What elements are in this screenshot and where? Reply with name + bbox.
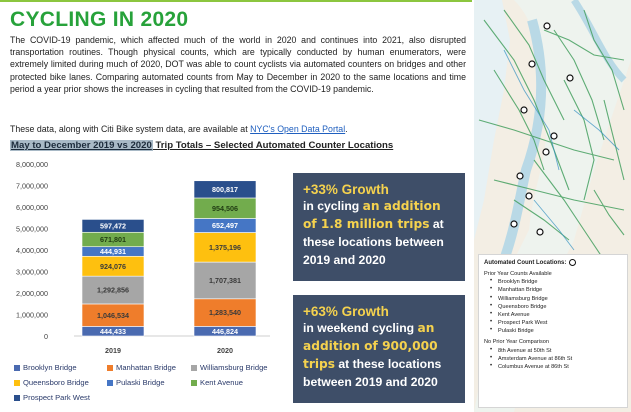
chart-heading-period: May to December 2019 vs 2020 xyxy=(10,140,153,151)
legend-item: Kent Avenue xyxy=(191,378,243,387)
map-legend-title-row: Automated Count Locations: xyxy=(484,259,622,266)
list-item: 8th Avenue at 50th St xyxy=(490,347,622,354)
stacked-bar-chart: 0 1,000,000 2,000,000 3,000,000 4,000,000 5,0… xyxy=(16,160,270,355)
data-label: 954,506 xyxy=(212,204,238,213)
map-legend: Automated Count Locations: Prior Year Co… xyxy=(478,254,628,408)
list-item: Manhattan Bridge xyxy=(490,286,622,293)
data-availability-note: These data, along with Citi Bike system … xyxy=(10,124,348,134)
open-data-portal-link[interactable]: NYC's Open Data Portal xyxy=(250,124,346,134)
legend-label: Manhattan Bridge xyxy=(116,363,176,372)
data-label: 444,433 xyxy=(100,327,126,336)
legend-swatch xyxy=(191,379,197,386)
data-label: 444,931 xyxy=(100,247,126,256)
intro-paragraph: The COVID-19 pandemic, which affected mu… xyxy=(10,35,466,94)
legend-label: Kent Avenue xyxy=(200,378,243,387)
callout-text-post: at these locations between 2019 and 2020 xyxy=(303,217,444,267)
y-tick-label: 0 xyxy=(44,332,48,341)
callout-highlight: an addition of 900,000 trips xyxy=(303,321,438,371)
callout-highlight: an addition of 1.8 million trips xyxy=(303,199,441,231)
data-label: 1,707,381 xyxy=(209,276,241,285)
legend-label: Brooklyn Bridge xyxy=(23,363,77,372)
data-label: 1,375,196 xyxy=(209,243,241,252)
map-legend-title: Automated Count Locations: xyxy=(484,259,567,266)
list-item: Columbus Avenue at 86th St xyxy=(490,363,622,370)
legend-item: Brooklyn Bridge xyxy=(14,363,77,372)
bar-segment xyxy=(193,232,257,263)
data-label: 446,824 xyxy=(212,327,238,336)
counter-location-icon xyxy=(569,259,577,266)
bar-segment xyxy=(193,180,257,199)
legend-swatch xyxy=(14,364,20,371)
callout-text-pre: in cycling xyxy=(303,199,363,213)
legend-item: Queensboro Bridge xyxy=(14,378,89,387)
prior-year-list: Brooklyn Bridge Manhattan Bridge William… xyxy=(484,278,622,334)
legend-swatch xyxy=(191,364,197,371)
list-item: Kent Avenue xyxy=(490,311,622,318)
legend-label: Pulaski Bridge xyxy=(116,378,165,387)
y-tick-label: 8,000,000 xyxy=(16,160,48,169)
growth-callout-total: +33% Growth in cycling an addition of 1.… xyxy=(293,173,465,281)
x-tick-label: 2019 xyxy=(105,346,121,355)
bar-segment xyxy=(81,219,145,233)
data-label: 1,046,534 xyxy=(97,311,129,320)
no-prior-year-list: 8th Avenue at 50th St Amsterdam Avenue a… xyxy=(484,347,622,370)
callout-text-pre: in weekend cycling xyxy=(303,321,418,335)
legend-label: Queensboro Bridge xyxy=(23,378,89,387)
no-prior-year-heading: No Prior Year Comparison xyxy=(484,339,549,346)
data-label: 924,076 xyxy=(100,262,126,271)
y-tick-label: 6,000,000 xyxy=(16,203,48,212)
growth-callout-weekend: +63% Growth in weekend cycling an additi… xyxy=(293,295,465,403)
page-title: CYCLING IN 2020 xyxy=(10,8,189,31)
callout-text-post: at these locations between 2019 and 2020 xyxy=(303,357,442,389)
legend-swatch xyxy=(14,394,20,401)
x-tick-label: 2020 xyxy=(217,346,233,355)
prior-year-heading: Prior Year Counts Available xyxy=(484,271,552,277)
legend-swatch xyxy=(107,364,113,371)
y-tick-label: 1,000,000 xyxy=(16,311,48,320)
data-label: 1,283,540 xyxy=(209,308,241,317)
legend-swatch xyxy=(14,379,20,386)
y-tick-label: 5,000,000 xyxy=(16,225,48,234)
y-tick-label: 3,000,000 xyxy=(16,268,48,277)
top-rule xyxy=(0,0,472,2)
list-item: Pulaski Bridge xyxy=(490,327,622,334)
legend-item: Williamsburg Bridge xyxy=(191,363,268,372)
y-tick-label: 7,000,000 xyxy=(16,182,48,191)
list-item: Brooklyn Bridge xyxy=(490,278,622,285)
legend-swatch xyxy=(107,379,113,386)
legend-item: Manhattan Bridge xyxy=(107,363,176,372)
data-label: 800,817 xyxy=(212,185,238,194)
list-item: Prospect Park West xyxy=(490,319,622,326)
chart-heading-rest: Trip Totals – Selected Automated Counter… xyxy=(152,140,394,151)
chart-heading: May to December 2019 vs 2020 Trip Totals… xyxy=(10,140,393,151)
data-label: 597,472 xyxy=(100,221,126,230)
legend-label: Prospect Park West xyxy=(23,393,90,402)
y-tick-label: 4,000,000 xyxy=(16,246,48,255)
list-item: Amsterdam Avenue at 86th St xyxy=(490,355,622,362)
legend-label: Williamsburg Bridge xyxy=(200,363,268,372)
growth-figure: +63% Growth xyxy=(303,304,389,319)
data-label: 652,497 xyxy=(212,221,238,230)
list-item: Queensboro Bridge xyxy=(490,303,622,310)
legend-item: Pulaski Bridge xyxy=(107,378,165,387)
availability-suffix: . xyxy=(345,124,348,134)
growth-figure: +33% Growth xyxy=(303,182,389,197)
legend-item: Prospect Park West xyxy=(14,393,90,402)
bar-segment xyxy=(81,275,145,305)
data-label: 671,801 xyxy=(100,235,126,244)
availability-prefix: These data, along with Citi Bike system … xyxy=(10,124,251,134)
y-tick-label: 2,000,000 xyxy=(16,289,48,298)
data-label: 1,292,856 xyxy=(97,286,129,295)
list-item: Williamsburg Bridge xyxy=(490,295,622,302)
